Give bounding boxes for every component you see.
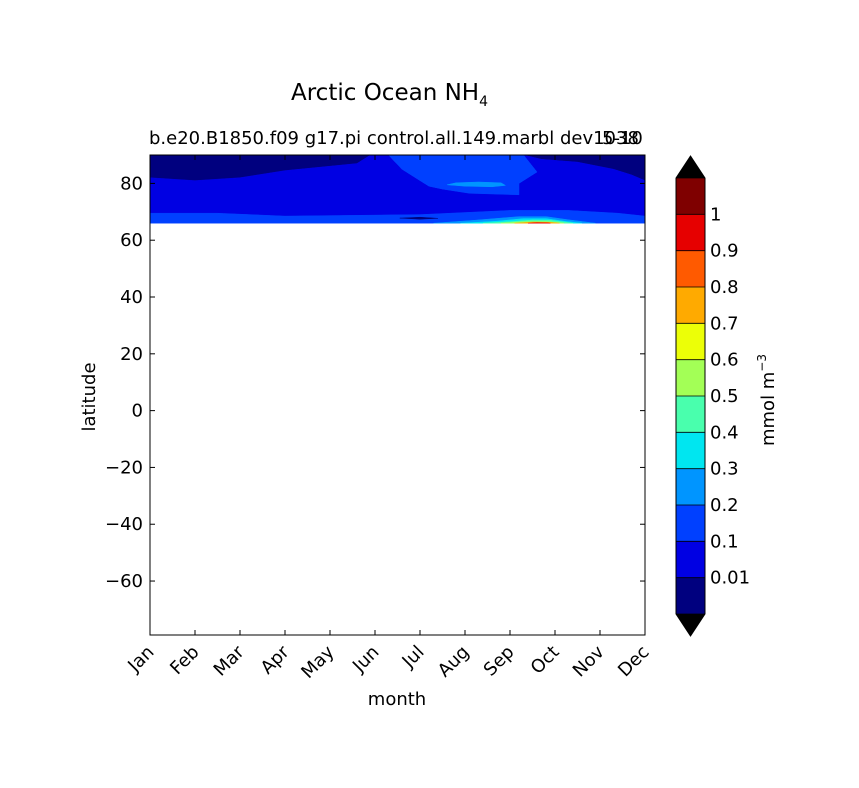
x-tick-label: Feb bbox=[166, 642, 203, 679]
colorbar-bin bbox=[676, 214, 705, 251]
colorbar-tick-label: 0.1 bbox=[710, 531, 739, 552]
colorbar-bin bbox=[676, 541, 705, 578]
x-tick-label: Mar bbox=[210, 641, 249, 680]
colorbar-tick-label: 0.01 bbox=[710, 568, 750, 589]
chart-subtitle: b.e20.B1850.f09 g17.pi control.all.149.m… bbox=[149, 128, 639, 149]
colorbar-bin bbox=[676, 505, 705, 542]
x-tick-label: Apr bbox=[257, 641, 294, 678]
x-tick-label: Oct bbox=[527, 642, 564, 679]
plot-background bbox=[150, 155, 645, 635]
y-axis-label: latitude bbox=[79, 362, 100, 431]
x-tick-label: Jan bbox=[123, 642, 158, 677]
colorbar-tick-label: 0.5 bbox=[710, 386, 739, 407]
colorbar-bin bbox=[676, 396, 705, 433]
colorbar-label: mmol m−3 bbox=[755, 354, 779, 446]
chart-title: Arctic Ocean NH4 bbox=[291, 80, 488, 110]
x-tick-label: Dec bbox=[614, 642, 653, 681]
contour-region-5 bbox=[446, 181, 507, 188]
x-tick-label: Nov bbox=[569, 641, 609, 681]
plot-frame bbox=[149, 154, 646, 636]
x-tick-label: Aug bbox=[434, 642, 474, 682]
colorbar-extend-bottom bbox=[676, 614, 705, 636]
contour-region-12 bbox=[527, 222, 551, 224]
colorbar-extend-top bbox=[676, 156, 705, 178]
chart-subtitle-overlap: 5-10 bbox=[602, 128, 643, 149]
x-tick-label: May bbox=[297, 641, 338, 682]
colorbar-bin bbox=[676, 323, 705, 360]
colorbar-bin bbox=[676, 359, 705, 396]
colorbar-tick-label: 0.6 bbox=[710, 350, 739, 371]
colorbar-tick-label: 0.4 bbox=[710, 422, 739, 443]
colorbar-tick-label: 0.7 bbox=[710, 313, 739, 334]
y-tick-label: 0 bbox=[132, 401, 143, 422]
y-tick-label: 20 bbox=[120, 344, 143, 365]
colorbar-bin bbox=[676, 432, 705, 469]
colorbar-tick-label: 1 bbox=[710, 204, 721, 225]
x-tick-label: Jun bbox=[348, 642, 383, 677]
y-tick-label: 40 bbox=[120, 287, 143, 308]
x-axis-label: month bbox=[368, 689, 426, 710]
y-tick-label: −40 bbox=[105, 514, 143, 535]
y-tick-label: 80 bbox=[120, 173, 143, 194]
colorbar-bin bbox=[676, 468, 705, 505]
x-tick-label: Jul bbox=[398, 642, 429, 673]
y-tick-label: −60 bbox=[105, 571, 143, 592]
colorbar-outline bbox=[675, 155, 706, 637]
colorbar-bin bbox=[676, 250, 705, 287]
colorbar: 0.01 0.1 0.2 0.3 0.4 0.5 0.6 0.7 0.8 0.9 1 bbox=[675, 155, 750, 637]
y-tick-label: 60 bbox=[120, 230, 143, 251]
colorbar-bin bbox=[676, 178, 705, 215]
colorbar-bin bbox=[676, 287, 705, 324]
y-axis: 80 60 40 20 0 −20 −40 −60 bbox=[105, 173, 645, 592]
y-tick-label: −20 bbox=[105, 457, 143, 478]
x-tick-label: Sep bbox=[480, 642, 519, 681]
contour-layer bbox=[149, 154, 646, 224]
colorbar-tick-label: 0.8 bbox=[710, 277, 739, 298]
colorbar-tick-label: 0.3 bbox=[710, 459, 739, 480]
colorbar-tick-label: 0.2 bbox=[710, 495, 739, 516]
colorbar-tick-label: 0.9 bbox=[710, 241, 739, 262]
colorbar-bin bbox=[676, 577, 705, 614]
contour-region-6 bbox=[399, 216, 439, 220]
